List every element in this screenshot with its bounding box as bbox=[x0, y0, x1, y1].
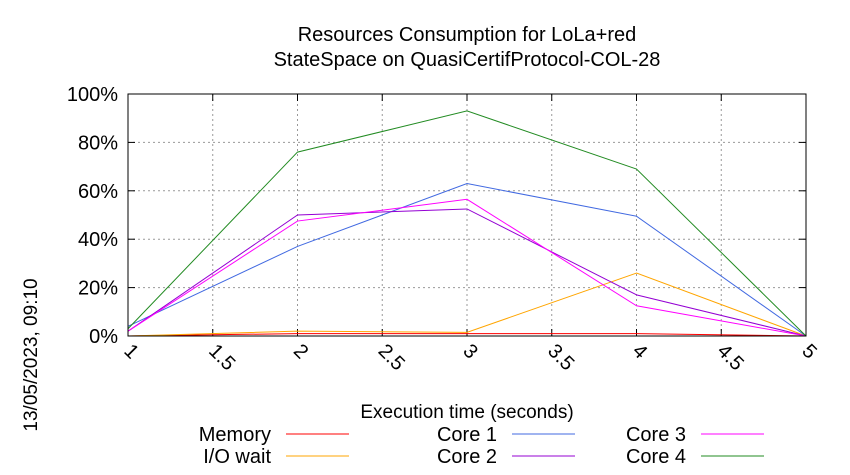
y-tick-label: 60% bbox=[78, 181, 118, 203]
legend-label: Core 4 bbox=[626, 446, 686, 468]
y-tick-label: 100% bbox=[67, 84, 118, 106]
legend-label: Core 3 bbox=[626, 424, 686, 446]
chart-title-line-1: Resources Consumption for LoLa+red bbox=[298, 24, 637, 46]
x-tick-label: 5 bbox=[797, 340, 820, 363]
x-tick-label: 4 bbox=[628, 340, 651, 363]
y-tick-label: 0% bbox=[89, 326, 118, 348]
x-tick-label: 2.5 bbox=[374, 340, 409, 375]
legend-label: Core 2 bbox=[437, 446, 497, 468]
series-line-5 bbox=[127, 110, 807, 337]
series-line-2 bbox=[127, 183, 807, 337]
series-line-0 bbox=[127, 333, 807, 337]
y-tick-label: 80% bbox=[78, 132, 118, 154]
y-axis-ticks: 0% 20% 40% 60% 80% 100% bbox=[67, 84, 806, 348]
series-line-4 bbox=[127, 198, 807, 337]
y-tick-label: 40% bbox=[78, 229, 118, 251]
timestamp-label: 13/05/2023, 09:10 bbox=[21, 278, 42, 431]
series-lines bbox=[127, 110, 807, 337]
grid-lines bbox=[127, 93, 807, 337]
series-line-3 bbox=[127, 208, 807, 337]
x-tick-label: 4.5 bbox=[713, 340, 748, 375]
legend-label: I/O wait bbox=[203, 446, 271, 468]
chart-title-line-2: StateSpace on QuasiCertifProtocol-COL-28 bbox=[274, 49, 661, 71]
x-tick-label: 3 bbox=[458, 340, 481, 363]
x-tick-label: 3.5 bbox=[543, 340, 578, 375]
y-tick-label: 20% bbox=[78, 278, 118, 300]
legend-label: Memory bbox=[199, 424, 271, 446]
x-tick-label: 1.5 bbox=[204, 340, 239, 375]
x-tick-label: 1 bbox=[119, 340, 142, 363]
series-line-1 bbox=[127, 272, 807, 337]
plot-border bbox=[127, 93, 807, 337]
legend-label: Core 1 bbox=[437, 424, 497, 446]
x-tick-label: 2 bbox=[289, 340, 312, 363]
x-axis-label: Execution time (seconds) bbox=[360, 402, 573, 423]
